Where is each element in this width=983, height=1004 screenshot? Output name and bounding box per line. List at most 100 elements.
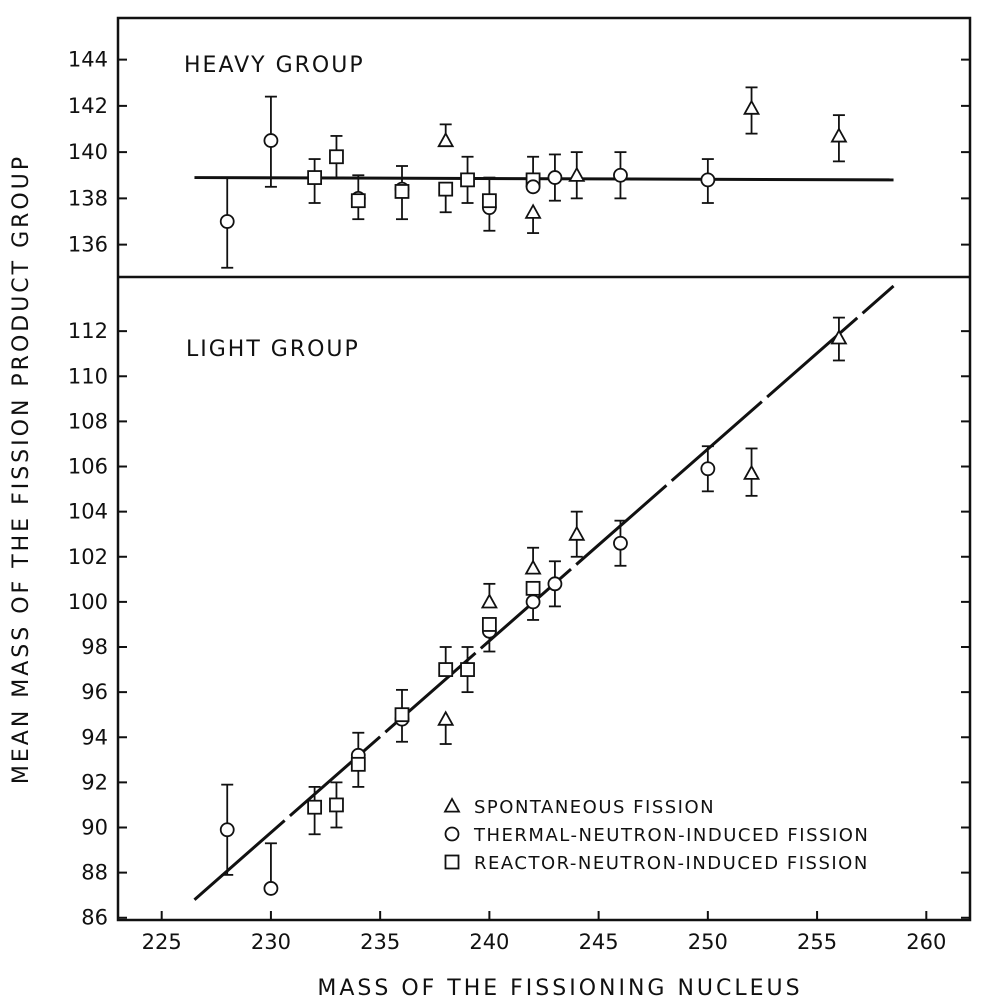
x-tick-label: 230: [251, 930, 291, 954]
legend-circle-icon: [444, 826, 460, 842]
data-point-circle: [700, 445, 716, 493]
square-marker: [350, 193, 366, 209]
data-point-triangle: [568, 510, 586, 558]
y-tick-label: 104: [68, 500, 108, 524]
square-marker: [350, 756, 366, 772]
x-tick-label: 225: [142, 930, 182, 954]
legend: SPONTANEOUS FISSION THERMAL-NEUTRON-INDU…: [443, 797, 869, 874]
y-tick-label: 96: [81, 680, 108, 704]
circle-marker: [525, 179, 541, 195]
x-axis: 225 230 235 240 245 250 255 260: [142, 911, 946, 954]
heavy-group-points: [219, 86, 848, 269]
plot-frame: [116, 16, 972, 922]
circle-marker: [219, 822, 235, 838]
data-point-triangle: [437, 123, 455, 148]
legend-label-thermal: THERMAL-NEUTRON-INDUCED FISSION: [473, 825, 869, 846]
triangle-marker: [437, 710, 455, 726]
y-tick-label: 140: [68, 140, 108, 164]
legend-symbols: [443, 797, 461, 870]
data-point-circle: [613, 519, 628, 567]
circle-marker: [263, 133, 279, 148]
fit-line: [194, 176, 894, 182]
data-point-triangle: [437, 710, 455, 745]
heavy-group-label: HEAVY GROUP: [184, 53, 365, 78]
data-point-triangle: [480, 582, 498, 609]
x-tick-label: 255: [797, 930, 837, 954]
circle-marker: [525, 594, 541, 610]
light-group-y-axis: 86 88 90 92 94 96 98 100 102 104 106 108 110 112: [68, 319, 970, 930]
y-tick-label: 108: [68, 409, 108, 433]
x-axis-label: MASS OF THE FISSIONING NUCLEUS: [317, 976, 802, 1001]
circle-marker: [700, 172, 716, 188]
y-tick-label: 86: [81, 906, 108, 930]
circle-marker: [613, 535, 628, 551]
circle-marker: [219, 214, 235, 229]
data-point-square: [481, 617, 497, 632]
data-point-triangle: [568, 151, 586, 200]
legend-label-spontaneous: SPONTANEOUS FISSION: [474, 797, 715, 818]
y-tick-label: 106: [68, 455, 108, 479]
light-group-points: [219, 316, 848, 896]
y-tick-label: 142: [68, 94, 108, 118]
data-point-circle: [700, 158, 716, 204]
circle-marker: [263, 881, 279, 896]
legend-square-icon: [444, 854, 460, 870]
y-tick-label: 110: [68, 364, 108, 388]
data-point-square: [307, 158, 323, 204]
data-point-square: [394, 688, 410, 723]
circle-marker: [700, 461, 716, 477]
data-point-square: [329, 135, 344, 179]
data-point-circle: [525, 179, 541, 195]
data-point-triangle: [743, 447, 761, 497]
square-marker: [438, 662, 454, 677]
data-point-circle: [219, 783, 235, 876]
y-tick-label: 112: [68, 319, 108, 343]
square-marker: [460, 662, 475, 677]
y-tick-label: 100: [68, 590, 108, 614]
triangle-marker: [743, 464, 761, 480]
square-marker: [307, 799, 323, 815]
data-point-square: [481, 176, 497, 209]
legend-triangle-icon: [443, 797, 461, 813]
data-point-square: [329, 781, 344, 829]
x-tick-label: 260: [906, 930, 946, 954]
triangle-marker: [437, 131, 455, 148]
x-tick-label: 240: [469, 930, 509, 954]
triangle-marker: [480, 593, 498, 609]
data-point-circle: [613, 151, 628, 200]
square-marker: [394, 707, 410, 723]
data-point-square: [525, 580, 541, 596]
data-point-square: [438, 181, 454, 214]
y-tick-label: 136: [68, 233, 108, 257]
square-marker: [438, 181, 454, 197]
square-marker: [460, 172, 475, 188]
heavy-group-fit-line: [194, 176, 894, 182]
x-tick-label: 245: [579, 930, 619, 954]
triangle-marker: [524, 203, 542, 219]
x-tick-label: 250: [688, 930, 728, 954]
y-tick-label: 90: [81, 815, 108, 839]
square-marker: [307, 170, 323, 185]
square-marker: [481, 193, 497, 209]
heavy-group-y-axis: 136 138 140 142 144: [68, 48, 970, 257]
data-point-circle: [219, 176, 235, 269]
y-tick-label: 102: [68, 545, 108, 569]
data-point-square: [350, 193, 366, 209]
light-group-label: LIGHT GROUP: [186, 337, 360, 362]
data-point-square: [460, 155, 475, 204]
square-marker: [525, 580, 541, 596]
circle-marker: [547, 170, 563, 185]
triangle-marker: [524, 559, 542, 575]
data-point-circle: [263, 95, 279, 188]
data-point-square: [394, 184, 410, 199]
data-point-circle: [525, 594, 541, 621]
data-point-triangle: [743, 86, 761, 135]
triangle-marker: [743, 99, 761, 115]
data-point-square: [438, 646, 454, 677]
data-point-triangle: [524, 546, 542, 575]
circle-marker: [613, 167, 628, 183]
y-tick-label: 88: [81, 861, 108, 885]
data-point-triangle: [830, 316, 848, 362]
data-point-square: [350, 756, 366, 788]
